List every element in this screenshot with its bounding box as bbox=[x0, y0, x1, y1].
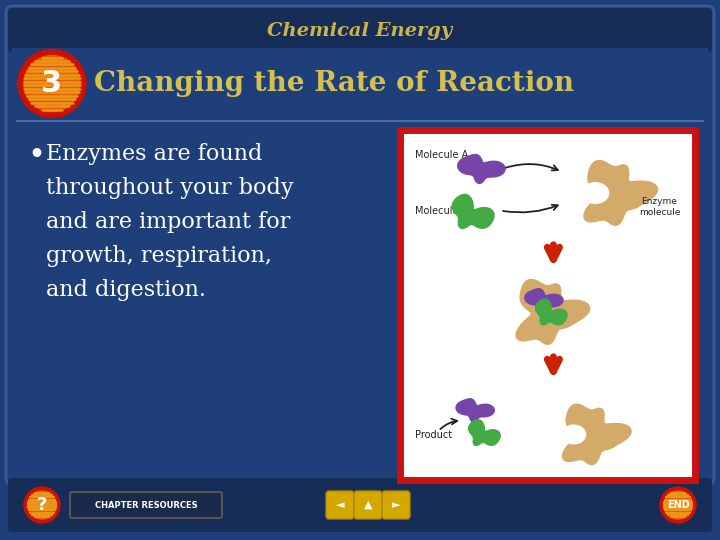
Text: ?: ? bbox=[37, 496, 48, 514]
Polygon shape bbox=[583, 160, 658, 226]
Text: and digestion.: and digestion. bbox=[46, 279, 206, 301]
Circle shape bbox=[24, 487, 60, 523]
Circle shape bbox=[18, 50, 86, 118]
Text: 3: 3 bbox=[42, 69, 63, 98]
FancyBboxPatch shape bbox=[326, 491, 354, 519]
Polygon shape bbox=[455, 398, 495, 423]
Text: Changing the Rate of Reaction: Changing the Rate of Reaction bbox=[94, 70, 574, 97]
Polygon shape bbox=[516, 279, 590, 345]
Polygon shape bbox=[535, 299, 568, 326]
Ellipse shape bbox=[562, 424, 586, 444]
Text: CHAPTER RESOURCES: CHAPTER RESOURCES bbox=[95, 501, 197, 510]
Text: END: END bbox=[667, 500, 689, 510]
Text: Product: Product bbox=[415, 429, 452, 440]
Text: Molecule A: Molecule A bbox=[415, 150, 468, 159]
Text: •: • bbox=[28, 143, 44, 167]
Polygon shape bbox=[451, 194, 495, 229]
Polygon shape bbox=[468, 419, 501, 446]
Text: ▲: ▲ bbox=[364, 500, 372, 510]
Text: Chemical Energy: Chemical Energy bbox=[267, 22, 453, 40]
Text: and are important for: and are important for bbox=[46, 211, 290, 233]
FancyBboxPatch shape bbox=[8, 478, 712, 532]
Text: Enzyme
molecule: Enzyme molecule bbox=[639, 197, 680, 217]
Text: Enzymes are found: Enzymes are found bbox=[46, 143, 262, 165]
FancyBboxPatch shape bbox=[354, 491, 382, 519]
Text: Molecule B: Molecule B bbox=[415, 206, 468, 215]
FancyBboxPatch shape bbox=[400, 130, 695, 480]
Circle shape bbox=[28, 491, 56, 519]
FancyBboxPatch shape bbox=[12, 48, 708, 123]
Polygon shape bbox=[524, 288, 564, 313]
FancyBboxPatch shape bbox=[8, 8, 712, 52]
Circle shape bbox=[24, 56, 80, 111]
FancyBboxPatch shape bbox=[6, 6, 714, 484]
Text: ◄: ◄ bbox=[336, 500, 344, 510]
FancyBboxPatch shape bbox=[70, 492, 222, 518]
Text: growth, respiration,: growth, respiration, bbox=[46, 245, 272, 267]
Polygon shape bbox=[562, 403, 631, 465]
Text: ►: ► bbox=[392, 500, 400, 510]
FancyBboxPatch shape bbox=[382, 491, 410, 519]
Circle shape bbox=[660, 487, 696, 523]
Circle shape bbox=[664, 491, 692, 519]
Ellipse shape bbox=[581, 182, 609, 204]
Text: throughout your body: throughout your body bbox=[46, 177, 294, 199]
Polygon shape bbox=[457, 154, 505, 184]
